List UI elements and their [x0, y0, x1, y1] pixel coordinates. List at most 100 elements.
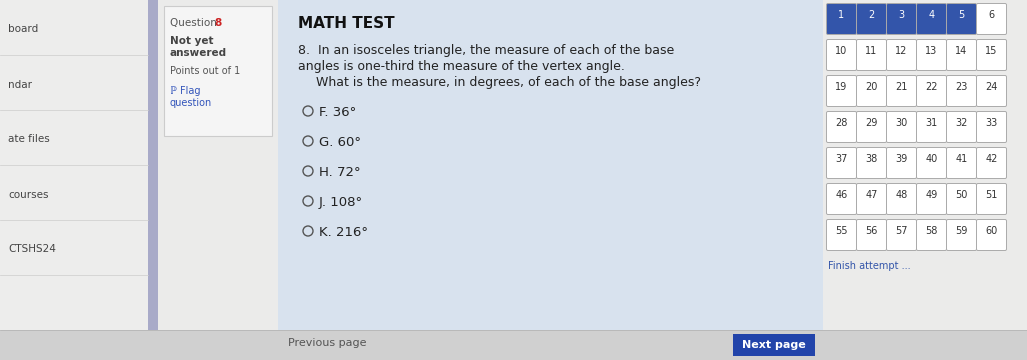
Text: 23: 23: [955, 82, 967, 92]
Text: 49: 49: [925, 190, 938, 200]
Text: 2: 2: [869, 10, 875, 20]
FancyBboxPatch shape: [823, 0, 1027, 360]
Text: 29: 29: [866, 118, 878, 128]
FancyBboxPatch shape: [886, 40, 916, 71]
Text: 15: 15: [985, 46, 997, 56]
FancyBboxPatch shape: [158, 0, 278, 330]
FancyBboxPatch shape: [947, 112, 977, 143]
FancyBboxPatch shape: [827, 76, 857, 107]
FancyBboxPatch shape: [827, 184, 857, 215]
FancyBboxPatch shape: [857, 112, 886, 143]
Text: Not yet: Not yet: [170, 36, 214, 46]
FancyBboxPatch shape: [886, 148, 916, 179]
Text: 55: 55: [835, 226, 847, 236]
FancyBboxPatch shape: [857, 4, 886, 35]
FancyBboxPatch shape: [886, 112, 916, 143]
Text: 30: 30: [896, 118, 908, 128]
FancyBboxPatch shape: [947, 76, 977, 107]
Text: 41: 41: [955, 154, 967, 164]
Text: 42: 42: [985, 154, 997, 164]
FancyBboxPatch shape: [733, 334, 815, 356]
Text: 46: 46: [835, 190, 847, 200]
Text: What is the measure, in degrees, of each of the base angles?: What is the measure, in degrees, of each…: [316, 76, 701, 89]
FancyBboxPatch shape: [977, 40, 1006, 71]
Text: angles is one-third the measure of the vertex angle.: angles is one-third the measure of the v…: [298, 60, 624, 73]
Text: 13: 13: [925, 46, 938, 56]
Text: question: question: [170, 98, 213, 108]
Text: 8: 8: [214, 18, 221, 28]
FancyBboxPatch shape: [947, 148, 977, 179]
Text: 33: 33: [985, 118, 997, 128]
FancyBboxPatch shape: [916, 4, 947, 35]
FancyBboxPatch shape: [916, 148, 947, 179]
Text: courses: courses: [8, 189, 48, 199]
FancyBboxPatch shape: [857, 220, 886, 251]
Text: 40: 40: [925, 154, 938, 164]
FancyBboxPatch shape: [857, 40, 886, 71]
FancyBboxPatch shape: [947, 4, 977, 35]
FancyBboxPatch shape: [827, 112, 857, 143]
Text: 39: 39: [896, 154, 908, 164]
Text: 48: 48: [896, 190, 908, 200]
Text: Next page: Next page: [743, 340, 806, 350]
Text: 47: 47: [866, 190, 878, 200]
FancyBboxPatch shape: [278, 0, 823, 330]
Text: 50: 50: [955, 190, 967, 200]
FancyBboxPatch shape: [164, 6, 272, 136]
Text: 4: 4: [928, 10, 935, 20]
FancyBboxPatch shape: [977, 76, 1006, 107]
FancyBboxPatch shape: [977, 4, 1006, 35]
Text: 8.  In an isosceles triangle, the measure of each of the base: 8. In an isosceles triangle, the measure…: [298, 44, 675, 57]
FancyBboxPatch shape: [977, 220, 1006, 251]
FancyBboxPatch shape: [947, 184, 977, 215]
Text: CTSHS24: CTSHS24: [8, 244, 55, 255]
Text: 1: 1: [838, 10, 844, 20]
Text: 37: 37: [835, 154, 847, 164]
Text: ℙ Flag: ℙ Flag: [170, 86, 200, 96]
Text: 20: 20: [866, 82, 878, 92]
FancyBboxPatch shape: [916, 112, 947, 143]
FancyBboxPatch shape: [827, 220, 857, 251]
Text: Points out of 1: Points out of 1: [170, 66, 240, 76]
Text: J. 108°: J. 108°: [319, 196, 364, 209]
Text: 21: 21: [896, 82, 908, 92]
Text: K. 216°: K. 216°: [319, 226, 368, 239]
FancyBboxPatch shape: [977, 112, 1006, 143]
FancyBboxPatch shape: [886, 4, 916, 35]
Text: F. 36°: F. 36°: [319, 106, 356, 119]
Text: H. 72°: H. 72°: [319, 166, 360, 179]
Text: 5: 5: [958, 10, 964, 20]
Text: G. 60°: G. 60°: [319, 136, 362, 149]
Text: 24: 24: [985, 82, 997, 92]
FancyBboxPatch shape: [916, 184, 947, 215]
Text: 28: 28: [835, 118, 847, 128]
Text: ate files: ate files: [8, 135, 49, 144]
Text: MATH TEST: MATH TEST: [298, 16, 394, 31]
Text: 59: 59: [955, 226, 967, 236]
FancyBboxPatch shape: [857, 76, 886, 107]
FancyBboxPatch shape: [886, 220, 916, 251]
FancyBboxPatch shape: [857, 148, 886, 179]
Text: 10: 10: [835, 46, 847, 56]
Text: ndar: ndar: [8, 80, 32, 90]
FancyBboxPatch shape: [148, 0, 158, 360]
Text: 22: 22: [925, 82, 938, 92]
Text: 6: 6: [988, 10, 994, 20]
FancyBboxPatch shape: [0, 0, 148, 360]
FancyBboxPatch shape: [886, 76, 916, 107]
FancyBboxPatch shape: [947, 40, 977, 71]
Text: 19: 19: [835, 82, 847, 92]
FancyBboxPatch shape: [916, 220, 947, 251]
Text: Previous page: Previous page: [288, 338, 367, 348]
Text: 32: 32: [955, 118, 967, 128]
Text: 38: 38: [866, 154, 878, 164]
Text: 58: 58: [925, 226, 938, 236]
Text: 14: 14: [955, 46, 967, 56]
Text: 12: 12: [896, 46, 908, 56]
FancyBboxPatch shape: [977, 184, 1006, 215]
FancyBboxPatch shape: [857, 184, 886, 215]
Text: 57: 57: [896, 226, 908, 236]
Text: board: board: [8, 24, 38, 35]
Text: answered: answered: [170, 48, 227, 58]
Text: 11: 11: [866, 46, 878, 56]
